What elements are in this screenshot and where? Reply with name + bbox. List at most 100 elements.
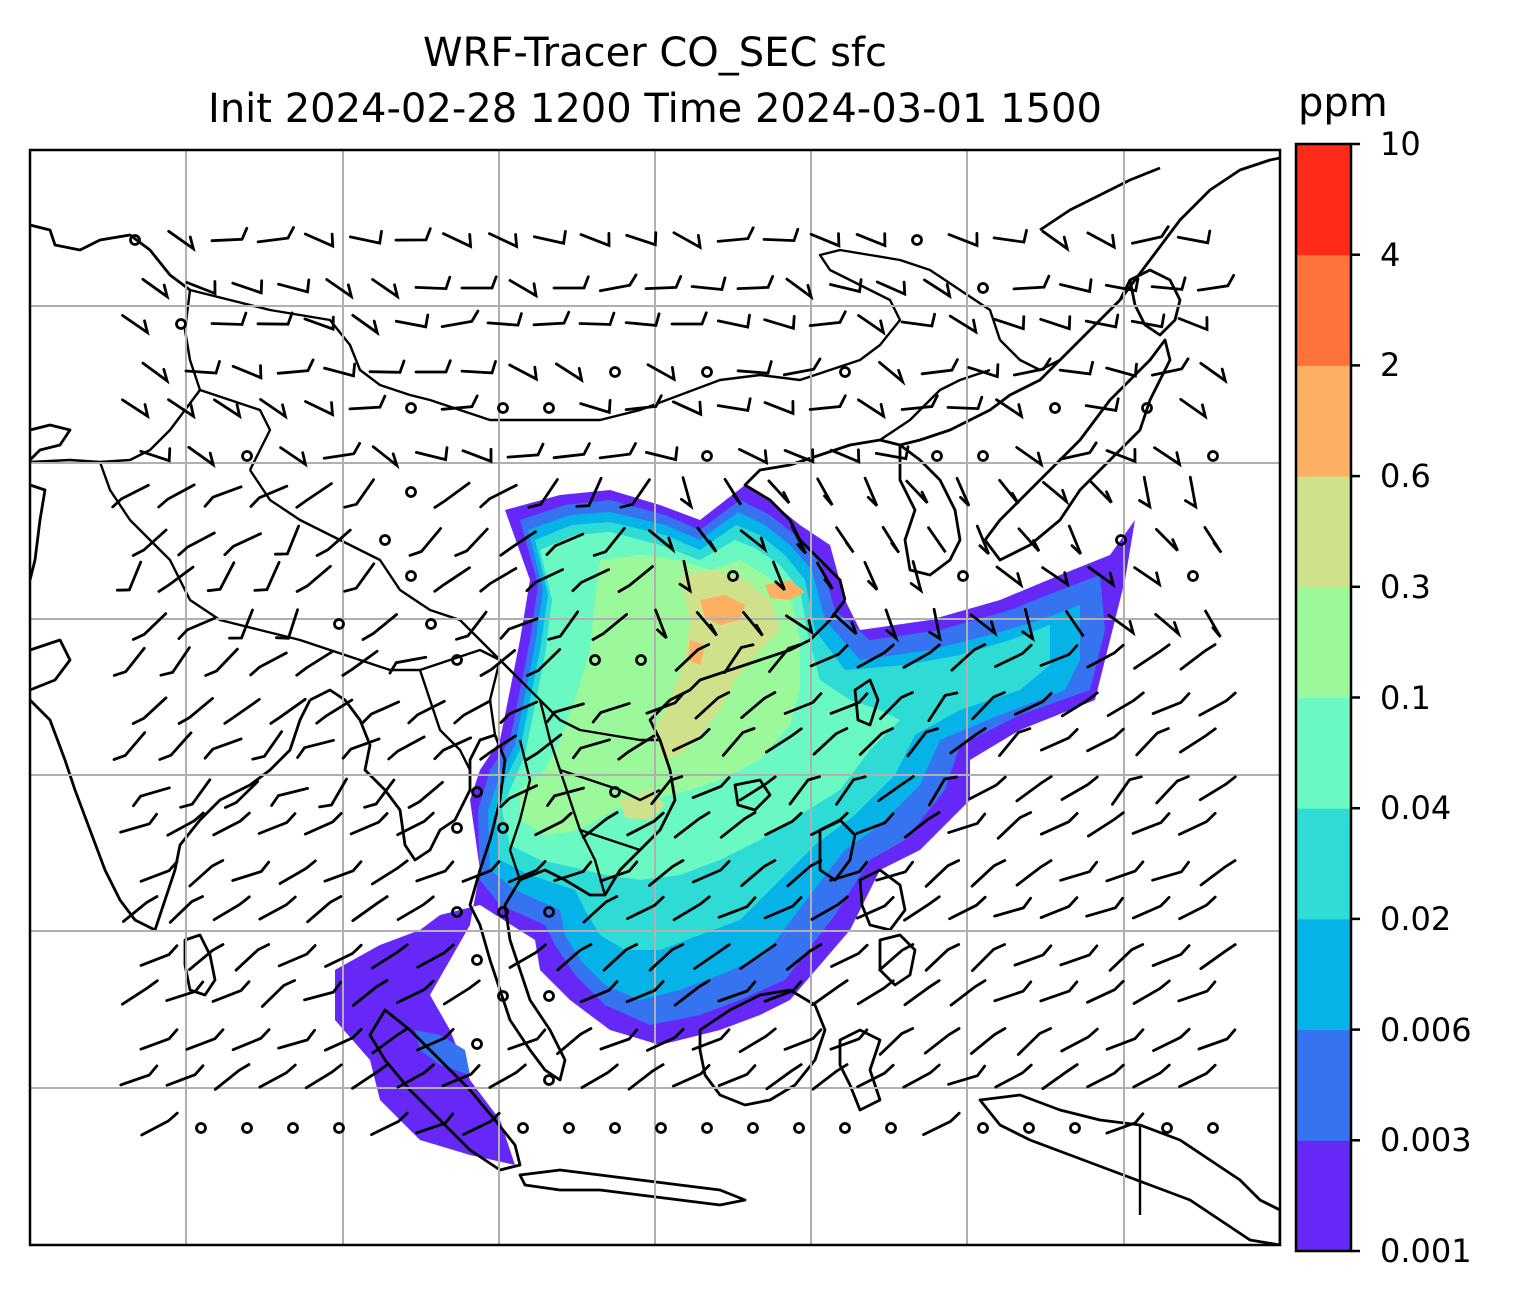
wind-barb	[534, 811, 573, 837]
wind-barb	[141, 277, 170, 301]
wind-barb	[323, 1028, 363, 1052]
wind-barb	[499, 784, 538, 809]
wind-barb	[947, 1064, 987, 1086]
wind-barb	[1196, 273, 1236, 292]
wind-barb	[902, 643, 941, 669]
wind-barb	[736, 360, 773, 375]
wind-barb	[1131, 812, 1171, 835]
wind-barb	[371, 1027, 409, 1055]
wind-barb	[863, 560, 879, 591]
wind-barb-calm	[287, 1122, 299, 1134]
wind-barb	[322, 441, 362, 460]
wind-barb	[599, 1028, 639, 1051]
wind-barb	[234, 943, 271, 972]
wind-barb	[119, 812, 158, 834]
wind-barb	[295, 482, 333, 509]
wind-barb	[1178, 895, 1217, 921]
wind-barb	[993, 315, 1026, 331]
wind-barb	[1086, 979, 1125, 1004]
wind-barb-calm	[793, 1122, 805, 1134]
wind-barb	[256, 311, 294, 326]
wind-barb	[187, 445, 216, 469]
wind-barb	[763, 400, 795, 416]
wind-barb-calm	[471, 786, 483, 798]
wind-barb	[680, 476, 694, 510]
wind-barb	[371, 278, 400, 300]
wind-barb	[619, 478, 651, 509]
wind-barb	[460, 360, 497, 375]
wind-barb	[874, 445, 910, 461]
wind-barb	[363, 778, 396, 809]
wind-barb	[691, 776, 731, 799]
wind-barb	[1014, 691, 1053, 716]
wind-barb	[415, 1028, 455, 1052]
wind-barb	[993, 896, 1032, 918]
wind-barb	[1058, 441, 1098, 461]
wind-barb	[716, 313, 751, 329]
wind-barb-calm	[1115, 534, 1127, 546]
colorbar-tick-label: 0.001	[1380, 1232, 1472, 1270]
wind-barb	[131, 528, 168, 557]
wind-barb	[881, 525, 901, 554]
wind-barb	[415, 860, 455, 883]
wind-barb	[121, 979, 159, 1006]
wind-barb	[617, 565, 654, 593]
wind-barb	[900, 312, 936, 328]
wind-barb	[324, 943, 363, 968]
country-borders	[30, 248, 1142, 1215]
wind-barb	[440, 309, 480, 328]
wind-barb	[396, 895, 435, 921]
wind-barb	[808, 394, 847, 411]
wind-barb-calm	[451, 822, 463, 834]
wind-barb	[1086, 643, 1125, 669]
wind-barb-calm	[497, 822, 509, 834]
wind-barb	[318, 777, 348, 809]
wind-barb	[507, 1028, 547, 1051]
colorbar-tick-label: 10	[1380, 125, 1421, 163]
wind-barb-calm	[911, 234, 923, 246]
wind-barb	[479, 567, 518, 593]
wind-barb	[1131, 225, 1170, 245]
wind-barb	[361, 613, 398, 641]
wind-barb	[506, 442, 545, 459]
wind-barb	[1198, 691, 1237, 717]
wind-barb	[1152, 1027, 1191, 1052]
wind-barb	[213, 1063, 251, 1091]
wind-barb	[1042, 481, 1070, 506]
wind-barb	[646, 363, 676, 382]
wind-barb-calm	[609, 1122, 621, 1134]
wind-barb	[765, 1063, 803, 1091]
wind-barb	[691, 1028, 731, 1051]
wind-barb	[785, 277, 814, 301]
wind-barb	[829, 860, 869, 882]
wind-barb	[533, 230, 567, 245]
wind-barb-calm	[931, 450, 943, 462]
wind-barb	[993, 980, 1033, 1003]
wind-barb	[809, 644, 849, 668]
wind-barb	[693, 943, 731, 970]
wind-barb	[673, 979, 711, 1007]
wind-barb	[579, 980, 619, 1004]
wind-barb	[579, 232, 611, 248]
wind-barb	[415, 1112, 455, 1135]
wind-barb	[572, 738, 611, 760]
wind-barb	[624, 394, 663, 411]
wind-barb	[905, 479, 929, 504]
wind-barb	[277, 944, 317, 968]
wind-barb	[879, 691, 914, 721]
wind-barb	[721, 727, 756, 757]
wind-barb	[407, 780, 444, 809]
wind-barb	[277, 278, 311, 294]
wind-barb	[857, 314, 886, 336]
wind-barb	[946, 395, 984, 411]
wind-barb	[723, 477, 743, 506]
wind-barb-calm	[1207, 1122, 1219, 1134]
wind-barb	[808, 310, 847, 327]
wind-barb	[970, 859, 1007, 888]
wind-barb	[204, 647, 239, 677]
wind-barb	[304, 1063, 343, 1090]
wind-barb	[1021, 608, 1035, 642]
wind-barb-calm	[517, 1122, 529, 1134]
wind-barb	[139, 447, 172, 463]
